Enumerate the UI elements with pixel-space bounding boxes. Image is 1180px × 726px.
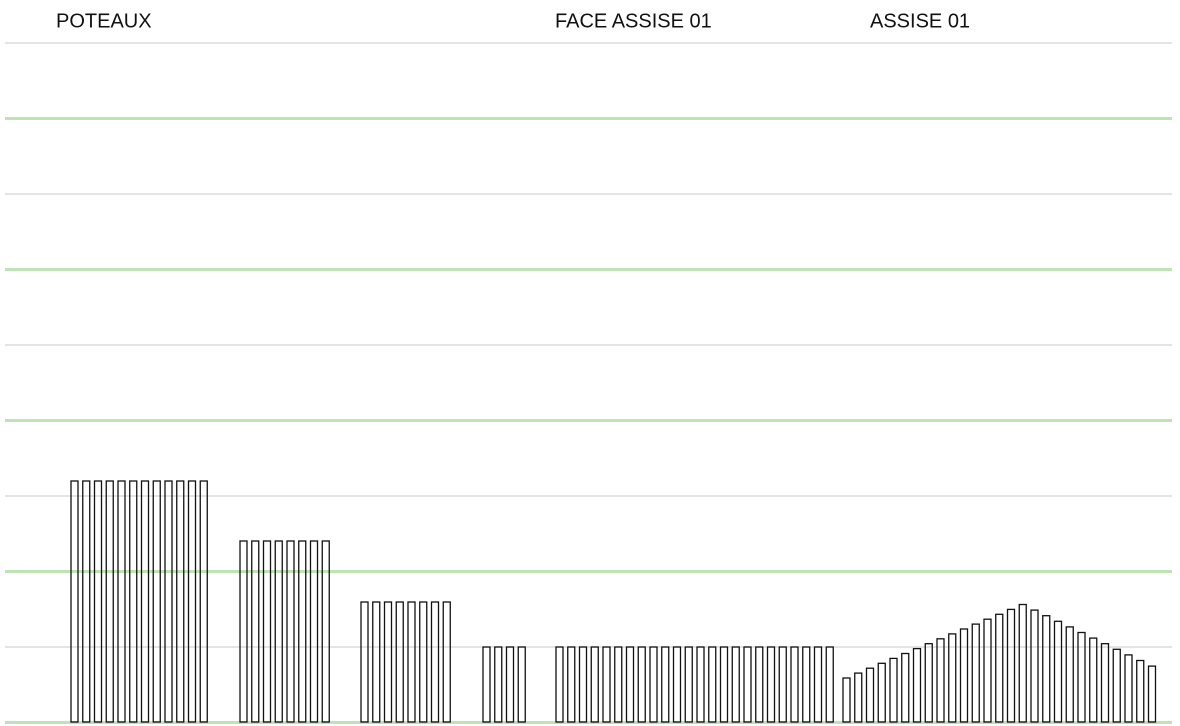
post [936,638,945,723]
post [590,646,599,723]
post [395,601,404,723]
post [790,646,799,723]
post [187,480,197,723]
post [129,480,138,723]
post [1065,626,1074,723]
post [672,646,682,723]
post [262,540,272,723]
post [649,646,658,723]
post [360,601,369,723]
post [1112,648,1121,723]
post [995,613,1004,723]
post [865,667,875,723]
post [321,540,330,723]
post [802,646,811,723]
post [105,480,114,723]
post [971,623,980,723]
post [286,540,295,723]
post [614,646,623,723]
post [578,646,588,723]
post [1053,620,1063,723]
post [912,647,922,723]
post [719,646,729,723]
post [661,646,670,723]
post [1077,631,1086,723]
post [602,646,611,723]
post [1100,643,1110,723]
post [176,480,185,723]
post [442,601,451,723]
post [625,646,635,723]
post [696,646,705,723]
post [778,646,787,723]
post [1030,609,1039,723]
heading: FACE ASSISE 01 [555,10,712,32]
post [482,646,491,723]
post [959,628,969,723]
post [555,646,564,723]
post [842,677,851,723]
heading: POTEAUX [56,10,152,32]
post [924,643,933,723]
post [743,646,752,723]
post [889,657,898,723]
post [1042,615,1051,723]
post [239,540,248,723]
post [70,480,79,723]
post [877,662,886,723]
post [274,540,283,723]
post [430,601,440,723]
post [755,646,764,723]
post [567,646,576,723]
post [93,480,103,723]
post [766,646,776,723]
post [298,540,307,723]
post [637,646,646,723]
post [505,646,515,723]
post [117,480,126,723]
post [140,480,150,723]
post [383,601,393,723]
post [82,480,91,723]
post [684,646,693,723]
post [1124,654,1133,723]
post [309,540,319,723]
post [1147,665,1157,723]
post [825,646,834,723]
post [372,601,381,723]
post [251,540,260,723]
post [494,646,503,723]
post [1006,608,1016,723]
post [731,646,740,723]
post [1136,659,1145,723]
post [813,646,823,723]
post [948,633,957,723]
post [1089,637,1098,723]
post [1018,603,1027,723]
post [152,480,161,723]
post [419,601,428,723]
post [517,646,526,723]
post [407,601,416,723]
post [983,618,992,723]
heading: ASSISE 01 [870,10,970,32]
post [854,672,863,723]
post [708,646,717,723]
post [901,652,910,723]
post [164,480,173,723]
post [199,480,208,723]
